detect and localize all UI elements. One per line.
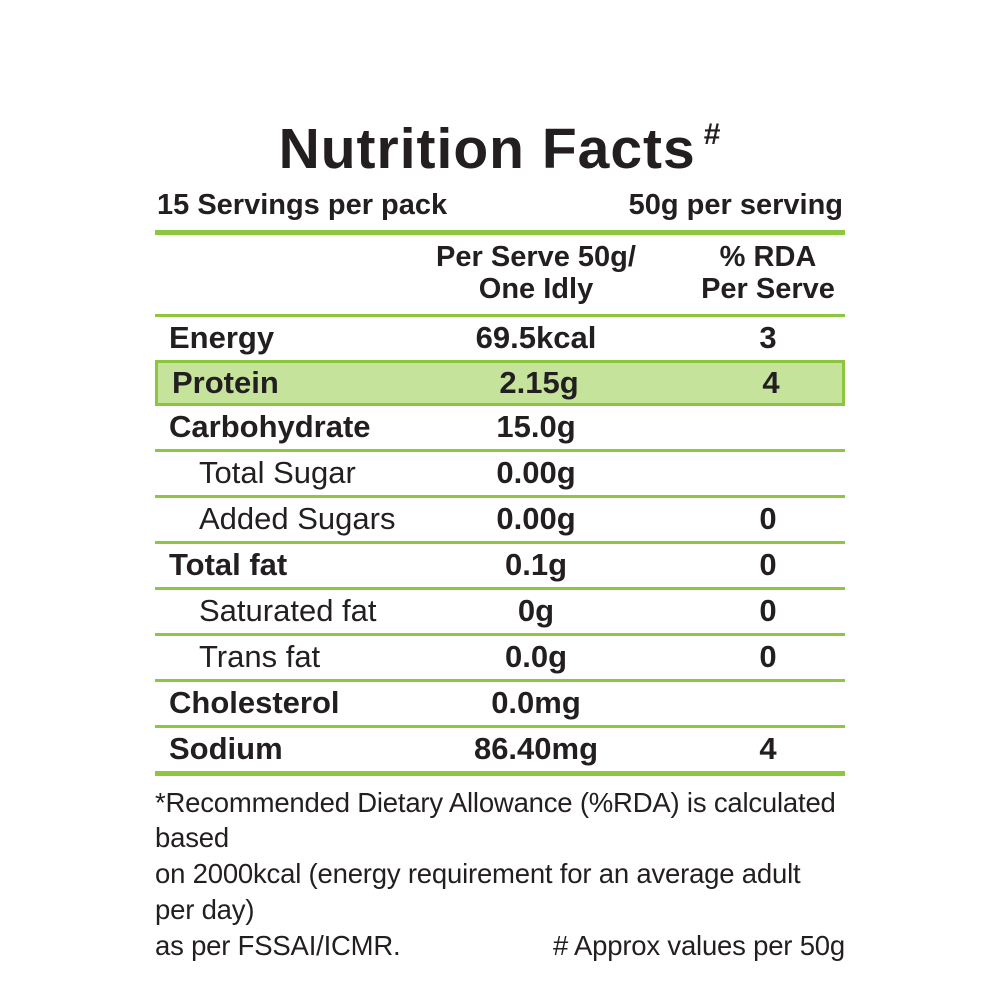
rda-footnote: *Recommended Dietary Allowance (%RDA) is…: [155, 785, 845, 964]
nutrient-rda: 4: [762, 364, 780, 400]
nutrient-value: 0g: [517, 593, 555, 629]
nutrient-label: Carbohydrate: [169, 409, 371, 445]
table-row-energy: Energy 69.5kcal 3: [155, 317, 845, 360]
servings-per-pack: 15 Servings per pack: [157, 188, 448, 221]
table-row-total-sugar: Total Sugar 0.00g: [155, 452, 845, 498]
footnote-line1: *Recommended Dietary Allowance (%RDA) is…: [155, 786, 836, 854]
column-header-amount-line2: One Idly: [478, 273, 594, 306]
nutrient-value: 86.40mg: [473, 731, 599, 767]
nutrient-rda: 3: [759, 320, 777, 356]
nutrient-label: Total Sugar: [199, 455, 356, 491]
column-header-rda: % RDA Per Serve: [691, 241, 845, 306]
nutrient-label: Protein: [172, 364, 279, 400]
nutrient-rda: 0: [759, 501, 777, 537]
nutrient-value: 69.5kcal: [475, 320, 597, 356]
nutrient-label: Added Sugars: [199, 501, 396, 537]
footnote-approx-values: # Approx values per 50g: [553, 929, 845, 961]
column-header-amount: Per Serve 50g/ One Idly: [431, 241, 641, 306]
title-superscript-hash: #: [703, 118, 722, 151]
page-title: Nutrition Facts #: [155, 118, 845, 181]
title-text: Nutrition Facts: [278, 117, 696, 181]
divider-top: [155, 229, 845, 235]
table-row-sodium: Sodium 86.40mg 4: [155, 728, 845, 776]
nutrient-value: 0.0g: [504, 639, 568, 675]
column-header-rda-line2: Per Serve: [701, 273, 835, 306]
nutrition-facts-label: Nutrition Facts # 15 Servings per pack 50…: [155, 118, 845, 963]
column-header-row: Per Serve 50g/ One Idly % RDA Per Serve: [155, 235, 845, 317]
grams-per-serving: 50g per serving: [628, 188, 843, 221]
table-row-protein: Protein 2.15g 4: [155, 359, 845, 406]
column-header-amount-line1: Per Serve 50g/: [436, 240, 636, 273]
table-row-trans-fat: Trans fat 0.0g 0: [155, 636, 845, 682]
table-row-cholesterol: Cholesterol 0.0mg: [155, 682, 845, 728]
nutrient-value: 0.00g: [496, 455, 576, 491]
footnote-line2: on 2000kcal (energy requirement for an a…: [155, 858, 801, 925]
nutrient-value: 0.1g: [504, 547, 568, 583]
nutrient-rda: 4: [759, 731, 777, 767]
nutrient-label: Trans fat: [199, 639, 321, 675]
nutrient-label: Saturated fat: [199, 593, 377, 629]
nutrient-value: 0.00g: [496, 501, 576, 537]
table-row-saturated-fat: Saturated fat 0g 0: [155, 590, 845, 636]
table-row-carbohydrate: Carbohydrate 15.0g: [155, 406, 845, 452]
column-header-rda-line1: % RDA: [719, 240, 817, 273]
nutrient-rda: 0: [759, 547, 777, 583]
table-row-total-fat: Total fat 0.1g 0: [155, 544, 845, 590]
nutrient-value: 2.15g: [499, 364, 579, 400]
nutrient-rda: 0: [759, 639, 777, 675]
nutrient-rda: 0: [759, 593, 777, 629]
pack-info-row: 15 Servings per pack 50g per serving: [155, 189, 845, 230]
nutrient-label: Total fat: [169, 547, 288, 583]
footnote-fssai: as per FSSAI/ICMR.: [155, 929, 401, 961]
nutrient-value: 15.0g: [496, 409, 576, 445]
table-row-added-sugars: Added Sugars 0.00g 0: [155, 498, 845, 544]
nutrient-label: Sodium: [169, 731, 283, 767]
nutrient-label: Energy: [169, 320, 275, 356]
nutrient-value: 0.0mg: [491, 685, 581, 721]
footnote-line3: as per FSSAI/ICMR. # Approx values per 5…: [155, 928, 845, 964]
nutrient-label: Cholesterol: [169, 685, 340, 721]
